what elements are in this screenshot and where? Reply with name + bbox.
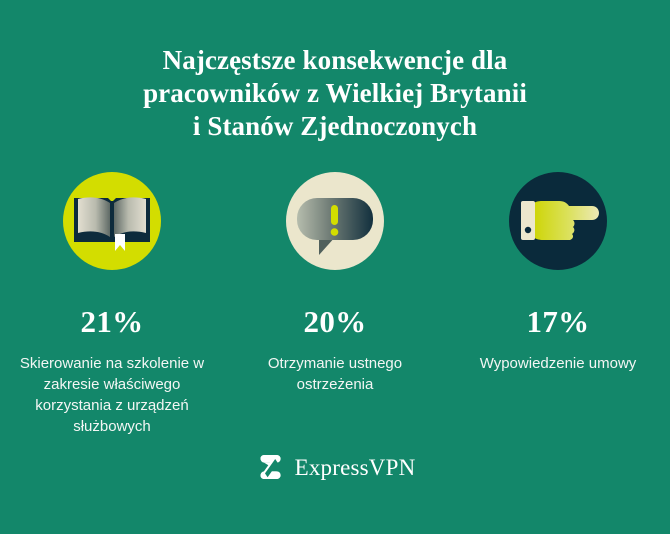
title-line-3: i Stanów Zjednoczonych (192, 111, 478, 141)
stat-percent: 21% (80, 304, 144, 339)
expressvpn-logo: ExpressVPN (0, 452, 670, 482)
speech-bubble-warning-icon (286, 172, 384, 270)
stat-percent: 17% (526, 304, 590, 339)
expressvpn-e-mark-icon (255, 452, 285, 482)
stats-columns: 21% Skierowanie na szkolenie w zakresie … (0, 172, 670, 437)
expressvpn-wordmark: ExpressVPN (294, 454, 416, 480)
stat-column-verbal-warning: 20% Otrzymanie ustnego ostrzeżenia (224, 172, 447, 395)
title-line-1: Najczęstsze konsekwencje dla (162, 45, 508, 75)
title-line-2: pracowników z Wielkiej Brytanii (143, 78, 527, 108)
pointing-hand-icon (509, 172, 607, 270)
stat-caption: Skierowanie na szkolenie w zakresie właś… (19, 355, 205, 435)
page-title: Najczęstsze konsekwencje dla pracowników… (0, 44, 670, 143)
stat-column-termination: 17% Wypowiedzenie umowy (447, 172, 670, 374)
stat-caption: Otrzymanie ustnego ostrzeżenia (267, 355, 403, 393)
open-book-icon (63, 172, 161, 270)
stat-caption: Wypowiedzenie umowy (479, 355, 637, 372)
stat-percent: 20% (303, 304, 367, 339)
stat-column-training: 21% Skierowanie na szkolenie w zakresie … (1, 172, 224, 437)
